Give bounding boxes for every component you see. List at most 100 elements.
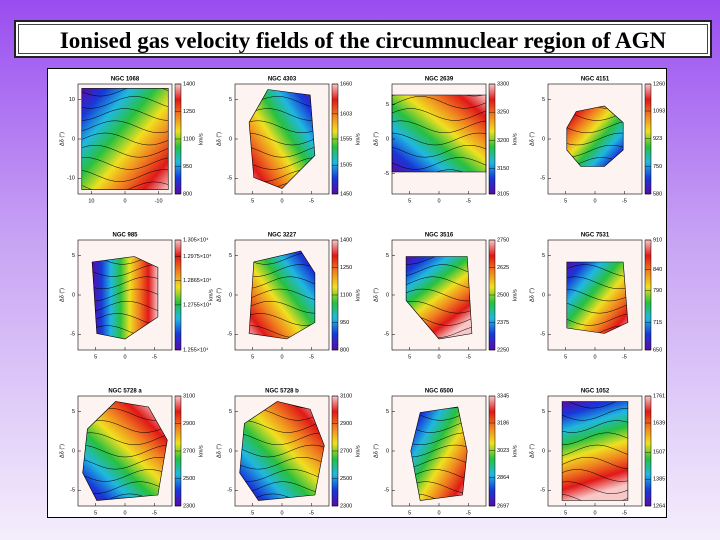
x-tick-label: 0 <box>593 198 596 204</box>
colorbar-tick-label: 1555 <box>340 136 352 142</box>
contour-line <box>82 444 168 458</box>
colorbar-tick-label: 2750 <box>497 237 509 243</box>
y-axis-label: Δδ (″) <box>373 132 379 146</box>
panel-title: NGC 5728 a <box>108 389 142 395</box>
y-axis-label: Δδ (″) <box>59 288 65 302</box>
y-tick-label: 0 <box>542 292 545 298</box>
colorbar <box>488 395 496 507</box>
colorbar-tick-label: 2300 <box>340 503 352 509</box>
colorbar-label: km/s <box>208 289 214 301</box>
y-tick-label: -5 <box>70 488 75 494</box>
y-tick-label: 0 <box>72 448 75 454</box>
colorbar-label: km/s <box>355 289 361 301</box>
y-axis-label: Δδ (″) <box>216 132 222 146</box>
panel-title: NGC 3516 <box>425 233 454 239</box>
x-tick-label: -10 <box>155 198 163 204</box>
contour-line <box>92 256 158 265</box>
colorbar-tick-label: 2700 <box>340 448 352 454</box>
colorbar-tick-label: 2700 <box>183 448 195 454</box>
contour-line <box>562 408 628 421</box>
panel-title: NGC 2639 <box>425 77 454 83</box>
contour-line <box>81 132 169 146</box>
colorbar-tick-label: 1100 <box>183 136 195 142</box>
panel-title: NGC 985 <box>112 233 138 239</box>
map-outline <box>248 250 316 340</box>
colorbar-tick-label: 2697 <box>497 503 509 509</box>
colorbar-label: km/s <box>512 133 518 145</box>
contour-line <box>81 157 169 170</box>
x-tick-label: -5 <box>622 354 627 360</box>
contours <box>562 401 628 501</box>
colorbar-tick-label: 1250 <box>340 265 352 271</box>
y-tick-label: -5 <box>227 176 232 182</box>
colorbar-label: km/s <box>198 133 204 145</box>
colorbar-tick-label: 3300 <box>497 81 509 87</box>
y-tick-label: 0 <box>72 292 75 298</box>
colorbar <box>644 395 652 507</box>
contour-line <box>562 444 628 458</box>
y-tick-label: -5 <box>540 488 545 494</box>
map-outline <box>248 89 316 189</box>
x-tick-label: -5 <box>622 510 627 516</box>
contour-line <box>392 96 486 109</box>
x-tick-label: 5 <box>251 354 254 360</box>
map-outline <box>82 401 168 501</box>
colorbar-tick-label: 3200 <box>497 138 509 144</box>
y-tick-label: 5 <box>72 409 75 415</box>
velocity-map <box>566 262 628 334</box>
contour-line <box>562 432 628 446</box>
colorbar-tick-label: 1507 <box>653 450 665 456</box>
contour-line <box>562 493 628 501</box>
panel-title: NGC 3227 <box>268 233 297 239</box>
colorbar-tick-label: 2500 <box>497 292 509 298</box>
contour-line <box>82 481 168 494</box>
x-tick-label: 0 <box>123 354 126 360</box>
contour-line <box>82 469 168 482</box>
map-outline <box>239 401 325 501</box>
panel-title: NGC 4151 <box>581 77 610 83</box>
y-tick-label: -5 <box>227 332 232 338</box>
contour-line <box>562 457 628 470</box>
y-tick-label: 0 <box>542 136 545 142</box>
y-tick-label: 5 <box>386 409 389 415</box>
colorbar-tick-label: 3250 <box>497 110 509 116</box>
y-tick-label: -5 <box>227 488 232 494</box>
x-tick-label: 5 <box>94 354 97 360</box>
y-tick-label: 5 <box>229 409 232 415</box>
contour-line <box>410 457 468 470</box>
x-tick-label: -5 <box>309 198 314 204</box>
colorbar-tick-label: 2500 <box>340 476 352 482</box>
y-tick-label: -5 <box>384 488 389 494</box>
y-axis-label: Δδ (″) <box>373 444 379 458</box>
y-axis-label: Δδ (″) <box>529 288 535 302</box>
velocity-map <box>82 401 168 501</box>
colorbar-tick-label: 950 <box>340 320 349 326</box>
colorbar-label: km/s <box>355 133 361 145</box>
contour-line <box>81 169 169 182</box>
x-tick-label: 0 <box>280 198 283 204</box>
contour-line <box>81 145 169 158</box>
contour-line <box>392 169 486 172</box>
map-outline <box>566 105 624 167</box>
map-outline <box>566 261 629 334</box>
x-tick-label: 5 <box>251 198 254 204</box>
velocity-map <box>249 251 315 339</box>
contour-line <box>410 481 468 494</box>
contour-line <box>82 493 168 501</box>
colorbar-tick-label: 2625 <box>497 265 509 271</box>
contour-line <box>81 88 169 97</box>
colorbar-tick-label: 1603 <box>340 111 352 117</box>
colorbar-tick-label: 1260 <box>653 81 665 87</box>
colorbar <box>644 83 652 195</box>
colorbar-tick-label: 1505 <box>340 163 352 169</box>
y-tick-label: -10 <box>67 176 75 182</box>
contour-line <box>410 420 468 433</box>
y-tick-label: 0 <box>386 136 389 142</box>
colorbar-tick-label: 1.255×10⁴ <box>183 346 209 353</box>
colorbar-tick-label: 3345 <box>497 393 509 399</box>
velocity-map <box>392 95 486 172</box>
y-tick-label: 5 <box>542 253 545 259</box>
contour-line <box>562 481 628 494</box>
x-tick-label: -5 <box>622 198 627 204</box>
